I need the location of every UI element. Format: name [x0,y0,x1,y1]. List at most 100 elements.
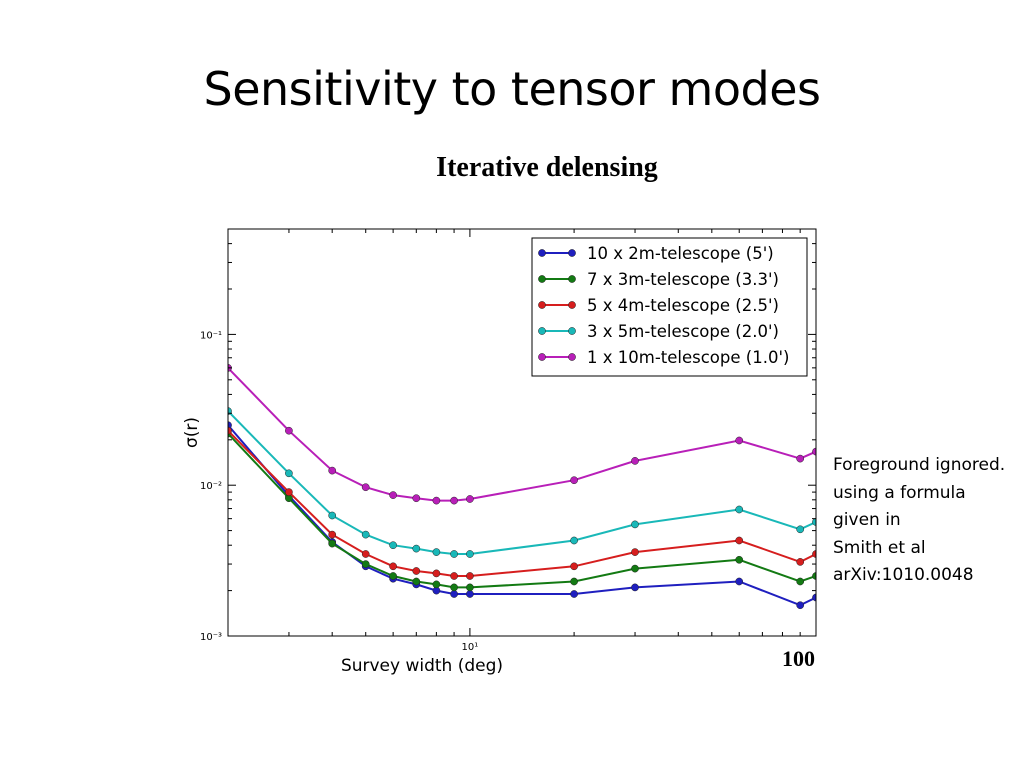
data-point [450,583,458,592]
data-point [631,564,639,573]
series-3 [228,426,816,580]
data-point [812,572,816,580]
series-line [228,432,816,589]
legend-swatch-marker [568,249,576,257]
y-tick-label: 10⁻³ [200,632,222,643]
data-point [328,511,337,520]
data-point [570,536,578,545]
legend-swatch-marker [538,353,546,361]
x-tick-label-overlay: 100 [782,646,815,671]
series-line [228,367,816,502]
series-4 [228,407,816,558]
legend-label: 3 x 5m-telescope (2.0') [587,322,779,341]
note-line: Smith et al [833,537,926,558]
data-point [450,572,458,580]
slide-title: Sensitivity to tensor modes [203,62,821,116]
data-point [361,530,370,539]
legend-item: 1 x 10m-telescope (1.0') [538,348,789,367]
data-point [466,495,474,503]
data-point [812,518,816,526]
data-point [466,550,474,558]
data-point [450,496,458,505]
series-line [228,424,816,607]
y-tick-label: 10⁻¹ [200,330,222,341]
legend-label: 5 x 4m-telescope (2.5') [587,296,779,315]
x-axis-label: Survey width (deg) [341,656,503,676]
legend-label: 7 x 3m-telescope (3.3') [587,270,779,289]
note-line: Foreground ignored. [833,455,1006,475]
annotation-note: Foreground ignored. using a formula give… [833,452,1023,590]
data-point [285,426,293,435]
data-point [285,488,293,496]
data-point [466,572,474,580]
data-point [432,496,441,505]
data-point [361,550,370,558]
data-point [412,567,421,575]
data-point [735,577,744,586]
chart-legend: 10 x 2m-telescope (5') 7 x 3m-telescope (… [531,237,808,377]
data-point [389,562,397,571]
axis-layer: 10⁻³ 10⁻² 10⁻¹ 10¹ Survey width (deg) σ(r) [182,228,817,676]
legend-swatch-marker [568,353,576,361]
legend-item: 7 x 3m-telescope (3.3') [538,270,779,289]
data-point [631,583,639,592]
data-point [389,541,397,550]
note-line: given in [833,510,901,530]
plot-layer [228,364,816,610]
legend-swatch-marker [538,249,546,257]
chart-subtitle: Iterative delensing [436,152,658,183]
data-point [570,476,578,485]
data-point [466,590,474,598]
x-tick-label: 10¹ [462,642,479,653]
data-point [328,530,337,539]
plot-frame [227,228,817,637]
series-line [228,410,816,555]
legend-label: 10 x 2m-telescope (5') [587,244,774,263]
legend-swatch-marker [538,327,546,335]
data-point [796,577,805,586]
data-point [466,583,474,592]
data-point [432,580,441,589]
legend-swatch-marker [568,275,576,283]
data-point [735,505,744,514]
data-point [361,483,370,492]
data-point [432,569,441,578]
data-point [796,454,805,463]
legend-item: 10 x 2m-telescope (5') [538,244,774,263]
series-5 [228,364,816,505]
data-point [570,562,578,571]
note-line: using a formula [833,482,966,503]
data-point [570,590,578,598]
legend-item: 3 x 5m-telescope (2.0') [538,322,779,341]
data-point [412,494,421,503]
data-point [285,469,293,478]
legend-swatch-marker [538,275,546,283]
legend-box [531,237,808,377]
data-point [735,536,744,545]
legend-swatch-marker [568,327,576,335]
data-point [389,491,397,499]
legend-label: 1 x 10m-telescope (1.0') [587,348,789,367]
data-point [570,577,578,586]
y-axis-label: σ(r) [182,417,202,448]
data-point [631,548,639,556]
series-2 [228,429,816,592]
data-point [412,577,421,586]
data-point [631,457,639,465]
data-point [812,593,816,602]
data-point [450,590,458,598]
legend-swatch-marker [538,301,546,309]
data-point [361,560,370,568]
data-point [796,525,805,534]
data-point [812,447,816,456]
data-point [432,548,441,556]
note-line: arXiv:1010.0048 [833,565,974,585]
data-point [412,544,421,553]
series-line [228,429,816,577]
data-point [735,436,744,445]
data-point [796,558,805,566]
data-point [812,550,816,558]
data-point [389,572,397,580]
data-point [450,550,458,558]
